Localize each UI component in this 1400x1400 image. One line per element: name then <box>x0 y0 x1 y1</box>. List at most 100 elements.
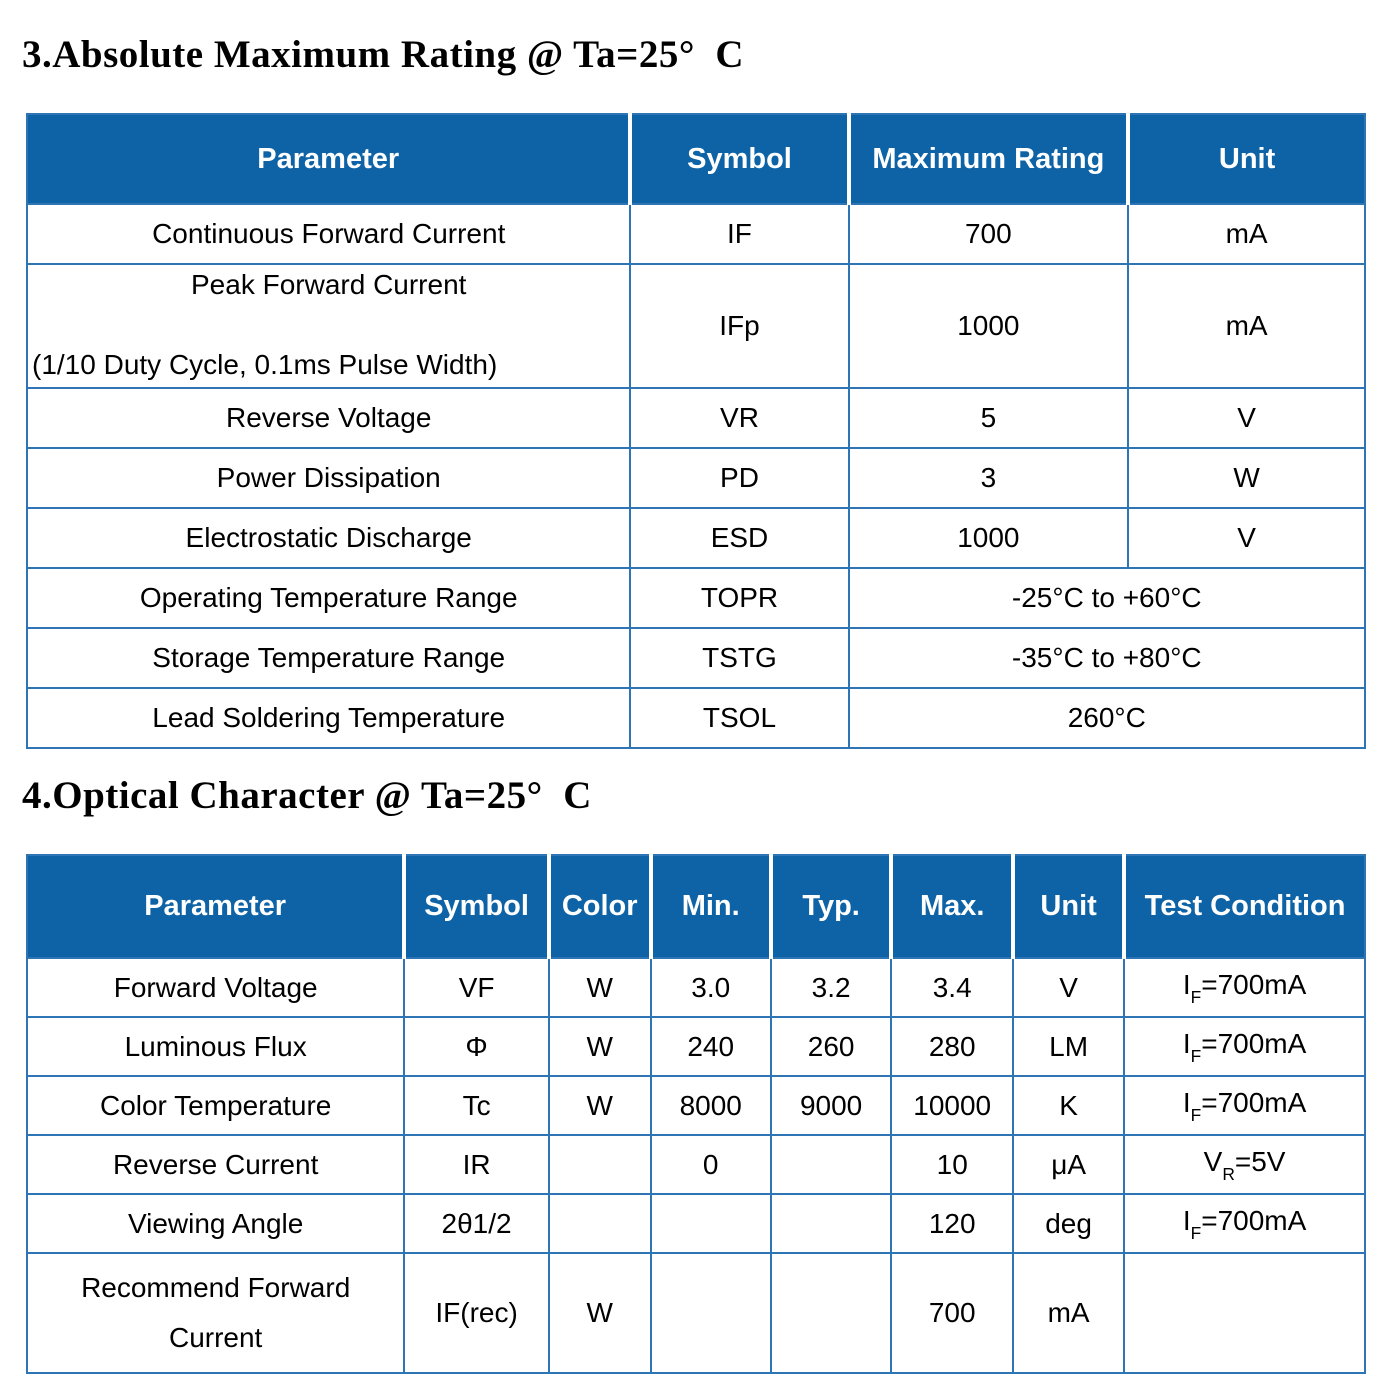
table-row: Luminous Flux Φ W 240 260 280 LM IF=700mA <box>25 1016 1366 1077</box>
t2-param-cell: Color Temperature <box>25 1075 406 1136</box>
t1-param-cell: Reverse Voltage <box>25 387 632 449</box>
t2-test-condition-cell: IF=700mA <box>1123 1075 1366 1136</box>
t2-max-cell: 10 <box>890 1134 1015 1195</box>
t2-max-cell: 120 <box>890 1193 1015 1254</box>
t2-typ-cell: 3.2 <box>769 957 893 1018</box>
t2-symbol-cell: IF(rec) <box>403 1252 550 1374</box>
param-lines: Peak Forward Current (1/10 Duty Cycle, 0.… <box>30 266 627 386</box>
t1-unit-cell: V <box>1127 387 1366 449</box>
t2-column-header-symbol: Symbol <box>402 854 551 959</box>
t2-max-cell: 280 <box>890 1016 1015 1077</box>
t2-column-header-parameter: Parameter <box>25 854 407 959</box>
test-condition-subscript: F <box>1190 986 1202 1007</box>
t1-unit-cell: mA <box>1127 263 1366 389</box>
t1-rating-cell: -25°C to +60°C <box>847 567 1367 629</box>
t2-unit-cell: K <box>1012 1075 1126 1136</box>
t2-color-cell: W <box>547 957 652 1018</box>
t1-unit-cell: W <box>1127 447 1366 509</box>
t2-typ-cell: 260 <box>769 1016 893 1077</box>
t2-test-condition-cell: IF=700mA <box>1123 957 1366 1018</box>
t1-symbol-cell: IFp <box>629 263 850 389</box>
t1-rating-cell: 1000 <box>847 507 1130 569</box>
section-3-title: 3.Absolute Maximum Rating @ Ta=25° C <box>22 33 745 76</box>
t2-color-cell: W <box>547 1016 652 1077</box>
t2-symbol-cell: Tc <box>403 1075 550 1136</box>
t2-column-header-test-condition: Test Condition <box>1122 854 1366 959</box>
table-row: Power Dissipation PD 3 W <box>25 447 1366 509</box>
t1-rating-cell: 1000 <box>847 263 1130 389</box>
test-condition-main: V <box>1203 1146 1223 1178</box>
table1-body: Continuous Forward Current IF 700 mA Peak Fo… <box>25 203 1367 749</box>
table2-header: Parameter Symbol Color Min. Typ. Max. Unit Test… <box>25 854 1366 959</box>
t2-test-condition-cell <box>1123 1252 1366 1374</box>
t2-min-cell: 3.0 <box>649 957 772 1018</box>
param-lines: Recommend Forward Current <box>30 1263 401 1363</box>
t2-min-cell: 8000 <box>649 1075 772 1136</box>
t2-column-header-typ: Typ. <box>768 854 894 959</box>
t1-param-cell: Peak Forward Current (1/10 Duty Cycle, 0.… <box>25 263 632 389</box>
t1-symbol-cell: VR <box>629 387 850 449</box>
t2-param-cell: Reverse Current <box>25 1134 406 1195</box>
t2-symbol-cell: Φ <box>403 1016 550 1077</box>
t1-symbol-cell: TSOL <box>629 687 850 749</box>
t2-symbol-cell: VF <box>403 957 550 1018</box>
t2-test-condition-cell: IF=700mA <box>1123 1016 1366 1077</box>
table-row: Recommend Forward Current IF(rec) W 700 mA <box>25 1252 1366 1374</box>
t2-typ-cell: 9000 <box>769 1075 893 1136</box>
table-row: Peak Forward Current (1/10 Duty Cycle, 0.… <box>25 263 1366 389</box>
t2-color-cell: W <box>547 1252 652 1374</box>
t2-symbol-cell: IR <box>403 1134 550 1195</box>
t2-column-header-max: Max. <box>889 854 1016 959</box>
t1-column-header-parameter: Parameter <box>25 113 633 205</box>
table1-header: Parameter Symbol Maximum Rating Unit <box>25 113 1366 205</box>
t2-color-cell: W <box>547 1075 652 1136</box>
absolute-maximum-rating-table: Parameter Symbol Maximum Rating Unit Contin… <box>25 113 1367 749</box>
table2-body: Forward Voltage VF W 3.0 3.2 3.4 V IF=700mA Lumi… <box>25 957 1366 1374</box>
t2-max-cell: 10000 <box>890 1075 1015 1136</box>
test-condition-tail: =700mA <box>1201 1087 1307 1119</box>
table-row: Color Temperature Tc W 8000 9000 10000 K IF=700… <box>25 1075 1366 1136</box>
table-row: Forward Voltage VF W 3.0 3.2 3.4 V IF=700mA <box>25 957 1366 1018</box>
test-condition-main: I <box>1182 1028 1191 1060</box>
t1-symbol-cell: ESD <box>629 507 850 569</box>
test-condition-subscript: F <box>1190 1222 1202 1243</box>
test-condition-subscript: F <box>1190 1045 1202 1066</box>
t2-param-cell: Luminous Flux <box>25 1016 406 1077</box>
table-row: Viewing Angle 2θ1/2 120 deg IF=700mA <box>25 1193 1366 1254</box>
t2-min-cell <box>649 1252 772 1374</box>
t1-rating-cell: 3 <box>847 447 1130 509</box>
table-row: Reverse Voltage VR 5 V <box>25 387 1366 449</box>
test-condition-tail: =700mA <box>1201 1205 1307 1237</box>
test-condition-main: I <box>1182 969 1191 1001</box>
t1-column-header-symbol: Symbol <box>628 113 851 205</box>
t1-param-cell: Continuous Forward Current <box>25 203 632 265</box>
t2-typ-cell <box>769 1252 893 1374</box>
t2-param-cell: Viewing Angle <box>25 1193 406 1254</box>
t2-unit-cell: V <box>1012 957 1126 1018</box>
table-row: Operating Temperature Range TOPR -25°C to … <box>25 567 1367 629</box>
param-line: Current <box>168 1322 263 1353</box>
t1-param-cell: Storage Temperature Range <box>25 627 632 689</box>
t2-param-cell: Recommend Forward Current <box>25 1252 406 1374</box>
t2-unit-cell: μA <box>1012 1134 1126 1195</box>
t2-unit-cell: LM <box>1012 1016 1126 1077</box>
table2-header-row: Parameter Symbol Color Min. Typ. Max. Unit Test… <box>25 854 1366 959</box>
t1-rating-cell: 700 <box>847 203 1130 265</box>
optical-character-table: Parameter Symbol Color Min. Typ. Max. Unit Test… <box>25 854 1366 1374</box>
t1-unit-cell: mA <box>1127 203 1366 265</box>
test-condition-main: I <box>1182 1205 1191 1237</box>
t1-column-header-unit: Unit <box>1126 113 1366 205</box>
t2-typ-cell <box>769 1193 893 1254</box>
t2-column-header-min: Min. <box>648 854 773 959</box>
t1-param-cell: Electrostatic Discharge <box>25 507 632 569</box>
t2-param-cell: Forward Voltage <box>25 957 406 1018</box>
t1-rating-cell: 5 <box>847 387 1130 449</box>
t2-column-header-unit: Unit <box>1011 854 1127 959</box>
t2-test-condition-cell: IF=700mA <box>1123 1193 1366 1254</box>
t2-max-cell: 700 <box>890 1252 1015 1374</box>
test-condition-tail: =5V <box>1234 1146 1286 1178</box>
t2-unit-cell: deg <box>1012 1193 1126 1254</box>
param-line: Peak Forward Current <box>191 269 467 300</box>
table-row: Continuous Forward Current IF 700 mA <box>25 203 1366 265</box>
test-condition-subscript: F <box>1190 1104 1202 1125</box>
